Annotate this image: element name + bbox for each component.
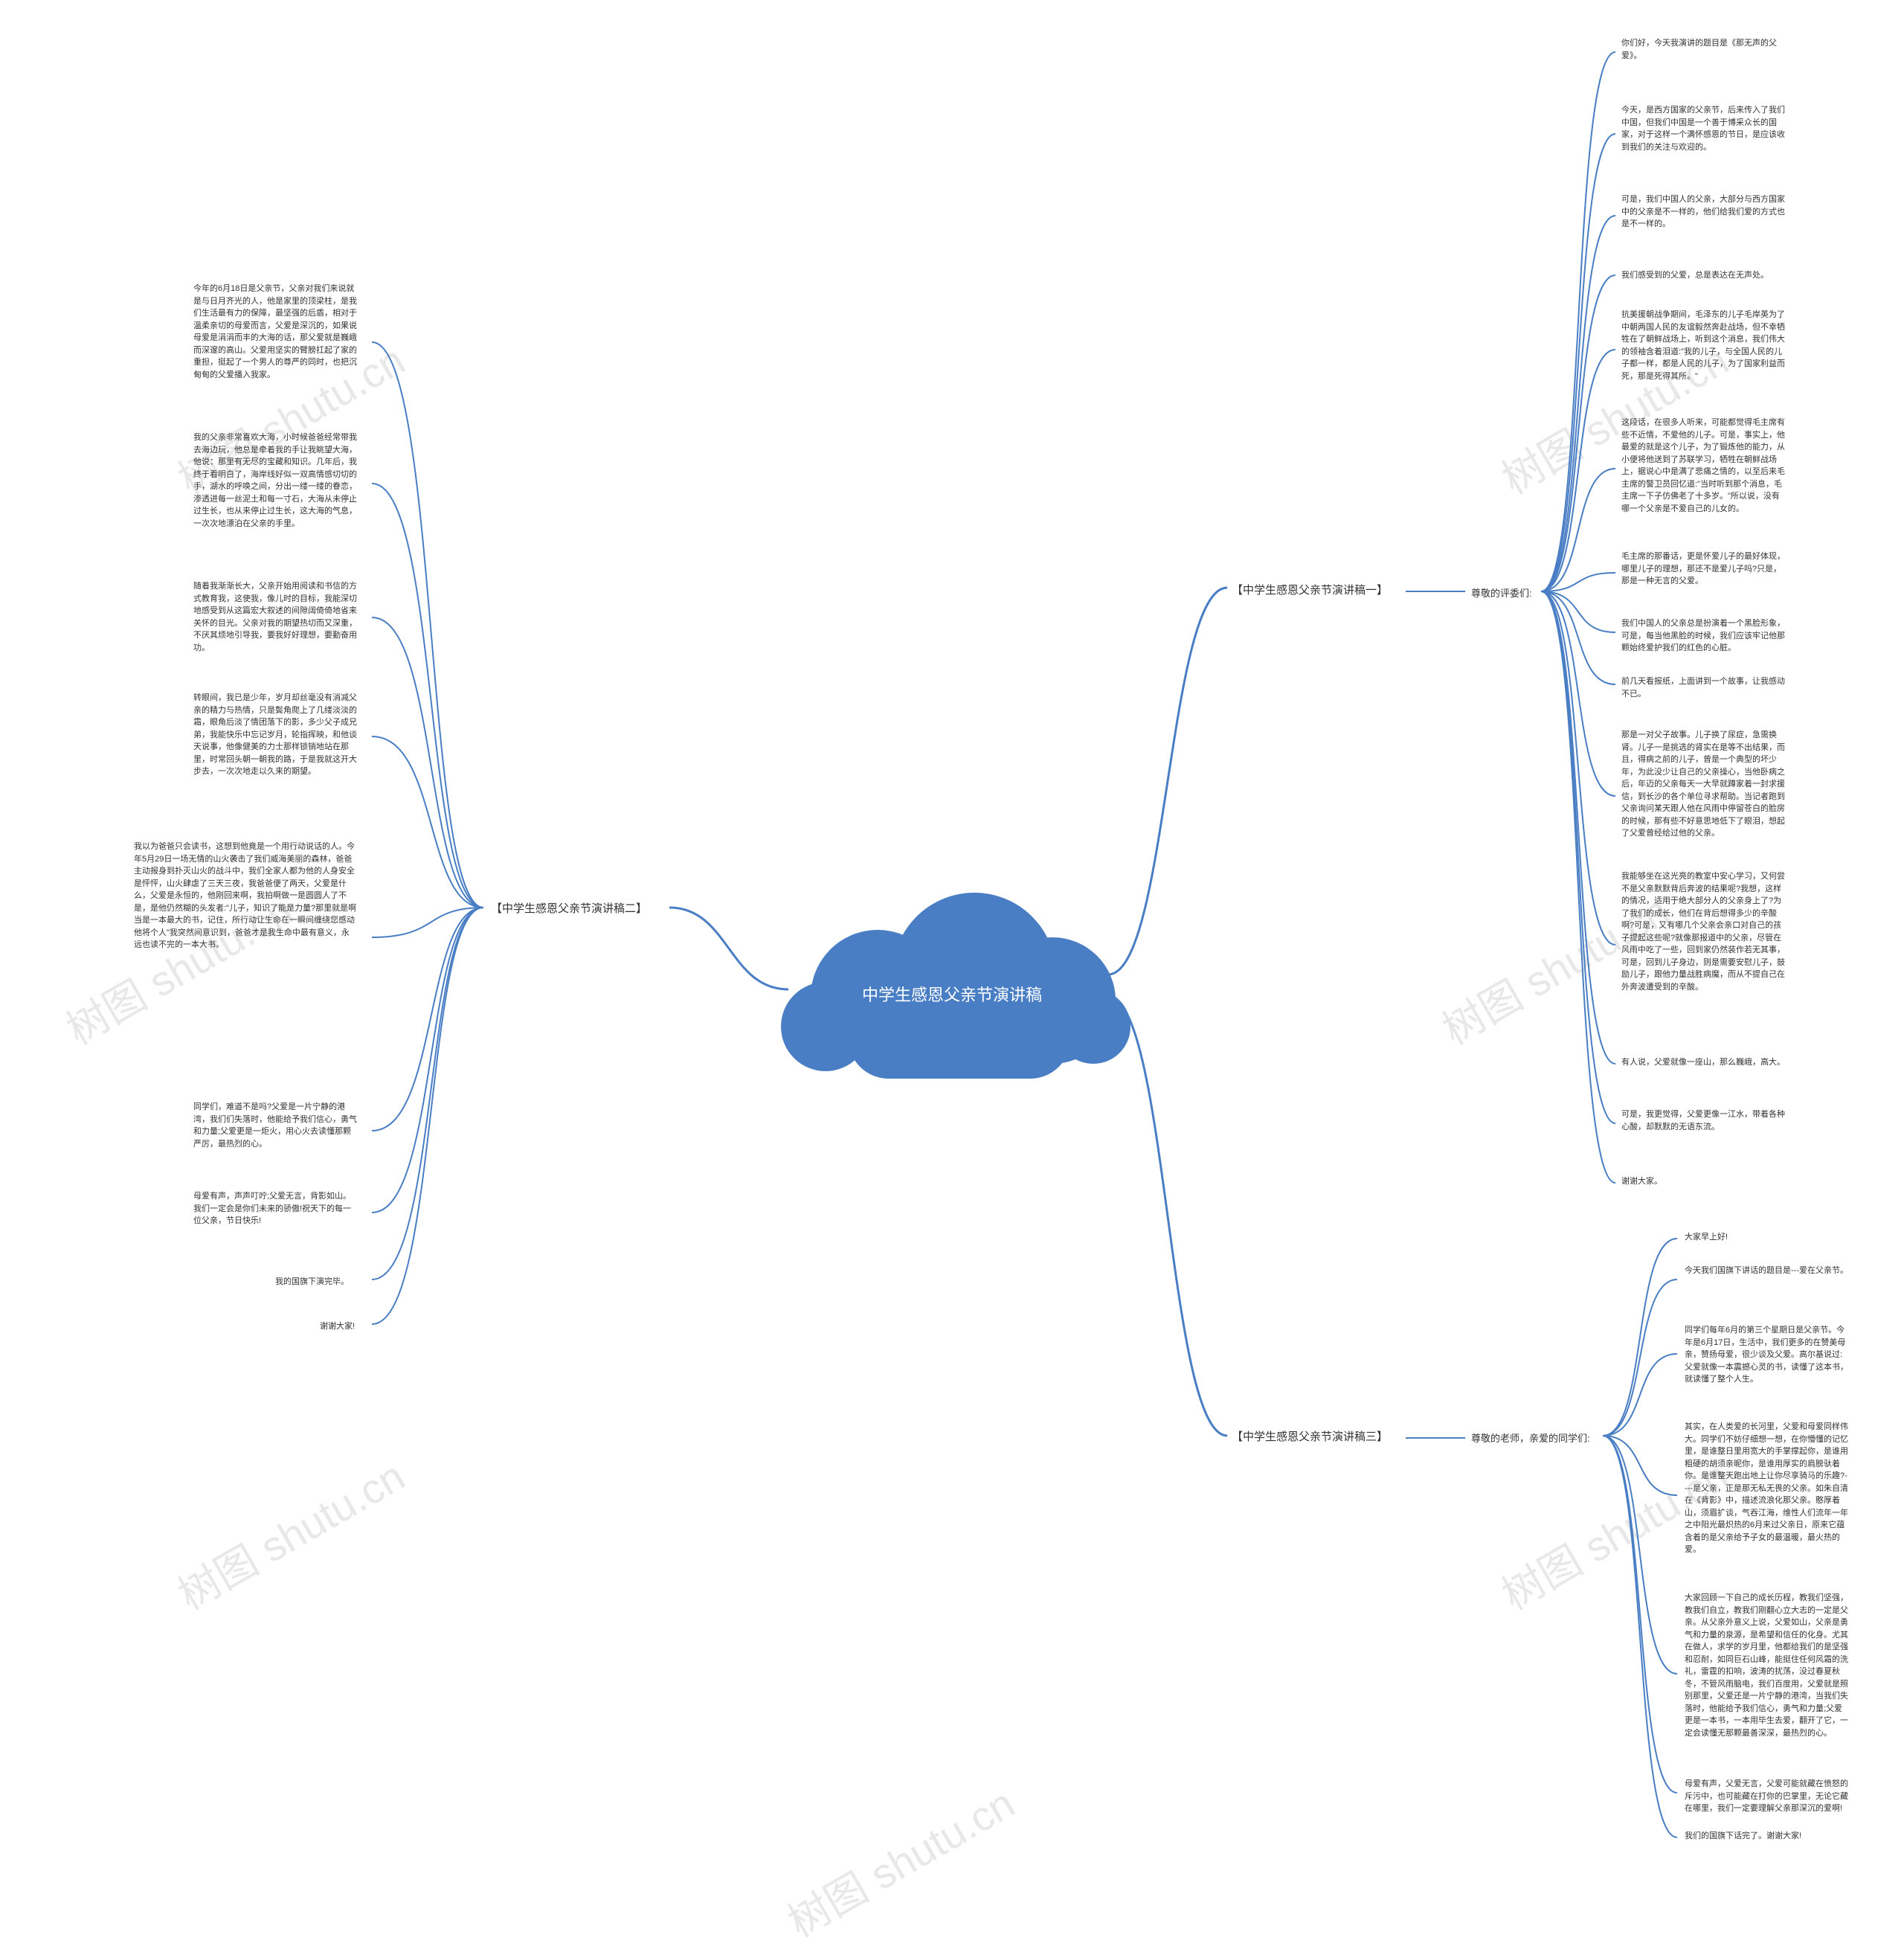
branch2-leaf: 我以为爸爸只会读书，这想到他竟是一个用行动说话的人。今年5月29日一场无情的山火… (134, 841, 357, 951)
branch2-label: 【中学生感恩父亲节演讲稿二】 (491, 900, 647, 916)
branch2-leaf: 今年的6月18日是父亲节，父亲对我们来说就是与日月齐光的人，他是家里的顶梁柱，是… (193, 283, 357, 381)
branch1-leaf: 我们中国人的父亲总是扮演着一个黑脸形象，可是，每当他黑脸的时候，我们应该牢记他那… (1621, 617, 1785, 655)
branch1-leaf: 你们好，今天我演讲的题目是《那无声的父爱》。 (1621, 37, 1785, 62)
branch2-leaf: 转眼间，我已是少年，岁月却丝毫没有消减父亲的精力与热情，只是鬓角爬上了几缕淡淡的… (193, 692, 357, 778)
branch2-leaf: 母爱有声，声声叮咛;父爱无言，背影如山。我们一定会是你们未来的骄傲!祝天下的每一… (193, 1190, 357, 1227)
branch3-leaf: 母爱有声，父爱无言，父爱可能就藏在愤怒的斥污中，也可能藏在打你的巴掌里，无论它藏… (1685, 1778, 1848, 1815)
branch1-leaf: 谢谢大家。 (1621, 1175, 1662, 1188)
watermark: 树图 shutu.cn (165, 1444, 414, 1622)
branch1-leaf: 抗美援朝战争期间，毛泽东的儿子毛岸英为了中朝两国人民的友谊毅然奔赴战场，但不幸牺… (1621, 309, 1785, 382)
branch2-leaf: 随着我渐渐长大，父亲开始用阅读和书信的方式教育我，这使我，像儿时的目标，我能深切… (193, 580, 357, 654)
center-topic-cloud: 中学生感恩父亲节演讲稿 (781, 870, 1123, 1079)
center-topic-label: 中学生感恩父亲节演讲稿 (781, 982, 1123, 1006)
branch1-subnode: 尊敬的评委们: (1471, 585, 1532, 600)
branch3-leaf: 今天我们国旗下讲话的题目是---爱在父亲节。 (1685, 1265, 1848, 1277)
branch3-label: 【中学生感恩父亲节演讲稿三】 (1232, 1428, 1388, 1444)
branch1-leaf: 毛主席的那番话，更是怀爱儿子的最好体现，哪里儿子的理想，那还不是爱儿子吗?只是，… (1621, 550, 1785, 588)
branch1-leaf: 有人说，父爱就像一座山，那么巍峨，高大。 (1621, 1056, 1785, 1069)
branch2-leaf: 我的国旗下演完毕。 (275, 1276, 349, 1288)
watermark: 树图 shutu.cn (775, 1771, 1023, 1949)
branch1-leaf: 可是，我更觉得，父爱更像一江水，带着各种心酸，却默默的无语东流。 (1621, 1108, 1785, 1133)
branch3-leaf: 大家回顾一下自己的成长历程，教我们坚强，教我们自立，教我们刚翻心立大志的一定是父… (1685, 1592, 1848, 1739)
branch3-leaf: 大家早上好! (1685, 1231, 1728, 1244)
branch2-leaf: 同学们，难道不是吗?父爱是一片宁静的港湾，我们们失落时，他能给予我们信心，勇气和… (193, 1101, 357, 1150)
branch3-leaf: 我们的国旗下话完了。谢谢大家! (1685, 1830, 1801, 1843)
branch3-leaf: 同学们每年6月的第三个星期日是父亲节。今年是6月17日，生活中，我们更多的在赞美… (1685, 1324, 1848, 1386)
branch1-leaf: 这段话，在很多人听来，可能都觉得毛主席有些不近情，不爱他的儿子。可是，事实上，他… (1621, 417, 1785, 515)
branch2-leaf: 我的父亲非常喜欢大海，小时候爸爸经常带我去海边玩，他总是牵着我的手让我眺望大海，… (193, 431, 357, 530)
branch1-leaf: 今天，是西方国家的父亲节，后来传入了我们中国，但我们中国是一个善于博采众长的国家… (1621, 104, 1785, 153)
branch1-leaf: 我们感受到的父爱，总是表达在无声处。 (1621, 269, 1769, 282)
branch1-leaf: 前几天看报纸，上面讲到一个故事，让我感动不已。 (1621, 675, 1785, 700)
branch1-leaf: 可是，我们中国人的父亲，大部分与西方国家中的父亲是不一样的，他们给我们爱的方式也… (1621, 193, 1785, 231)
branch1-leaf: 我能够坐在这光亮的教室中安心学习，又何尝不是父亲默默背后奔波的结果呢?我想，这样… (1621, 870, 1785, 993)
branch2-leaf: 谢谢大家! (320, 1320, 355, 1333)
branch3-subnode: 尊敬的老师，亲爱的同学们: (1471, 1431, 1590, 1445)
branch3-leaf: 其实，在人类爱的长河里，父爱和母爱同样伟大。同学们不妨仔细想一想，在你懵懂的记忆… (1685, 1421, 1848, 1556)
branch1-leaf: 那是一对父子故事。儿子换了尿症，急需换肾。儿子一是挑选的肾实在是等不出结果，而且… (1621, 729, 1785, 840)
branch1-label: 【中学生感恩父亲节演讲稿一】 (1232, 582, 1388, 597)
